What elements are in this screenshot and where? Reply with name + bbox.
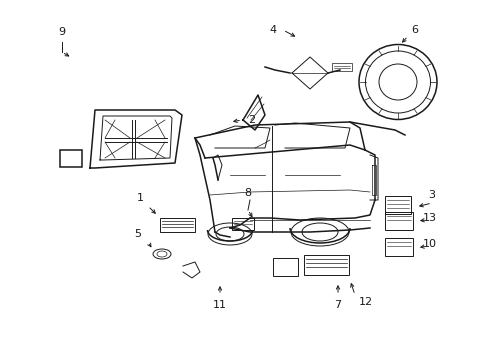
Text: 8: 8	[244, 188, 251, 198]
Text: 1: 1	[136, 193, 143, 203]
Bar	[60, 150, 82, 167]
Text: 5: 5	[134, 229, 141, 239]
Text: 3: 3	[427, 190, 435, 200]
Text: 7: 7	[334, 300, 341, 310]
Text: 2: 2	[248, 115, 255, 125]
Text: 12: 12	[358, 297, 372, 307]
Bar	[384, 212, 412, 230]
Bar	[272, 258, 297, 276]
Text: 6: 6	[411, 25, 418, 35]
Bar	[304, 255, 348, 275]
Bar	[160, 218, 195, 232]
Bar	[331, 63, 351, 71]
Text: 13: 13	[422, 213, 436, 223]
Text: 10: 10	[422, 239, 436, 249]
Text: 11: 11	[213, 300, 226, 310]
Bar	[384, 196, 410, 214]
Text: 4: 4	[269, 25, 276, 35]
Text: 9: 9	[59, 27, 65, 37]
Bar	[231, 218, 253, 230]
Bar	[384, 238, 412, 256]
